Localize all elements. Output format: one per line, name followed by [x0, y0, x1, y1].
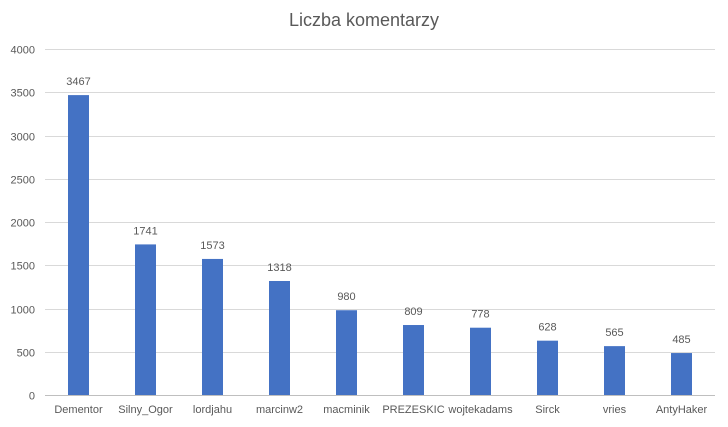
bar	[604, 346, 625, 395]
data-label: 980	[337, 291, 355, 303]
bar	[269, 280, 290, 395]
data-label: 3467	[66, 76, 90, 88]
data-label: 628	[538, 322, 556, 334]
chart-title: Liczba komentarzy	[288, 10, 440, 30]
data-label: 1741	[133, 225, 157, 237]
bar	[537, 340, 558, 395]
y-tick-label: 500	[17, 348, 35, 360]
bar	[336, 310, 357, 395]
category-label: wojtekadams	[447, 404, 513, 416]
y-tick-label: 3500	[11, 88, 35, 100]
bar	[135, 244, 156, 395]
data-label: 809	[404, 306, 422, 318]
data-labels: 3467 1741 1573 1318 980 809 778 628 565 485	[66, 76, 690, 346]
bar	[470, 327, 491, 395]
y-tick-label: 2000	[11, 218, 35, 230]
gridlines	[45, 49, 715, 396]
y-tick-label: 3000	[11, 132, 35, 144]
data-label: 778	[471, 309, 489, 321]
y-tick-label: 2500	[11, 175, 35, 187]
bars	[68, 95, 692, 396]
bar	[403, 325, 424, 395]
y-tick-label: 0	[29, 391, 35, 403]
x-axis-categories: Dementor Silny_Ogor lordjahu marcinw2 macmin…	[54, 404, 707, 416]
y-tick-label: 4000	[11, 45, 35, 57]
category-label: AntyHaker	[656, 404, 708, 416]
data-label: 485	[672, 334, 690, 346]
category-label: PREZESKIC	[382, 404, 444, 416]
y-tick-label: 1500	[11, 261, 35, 273]
data-label: 565	[605, 327, 623, 339]
category-label: lordjahu	[193, 404, 232, 416]
data-label: 1573	[200, 240, 224, 252]
category-label: vries	[603, 404, 627, 416]
category-label: Dementor	[54, 404, 103, 416]
bar	[671, 353, 692, 395]
category-label: macminik	[323, 404, 370, 416]
bar	[68, 95, 89, 396]
y-axis-ticks: 0 500 1000 1500 2000 2500 3000 3500 4000	[11, 45, 35, 403]
category-label: Silny_Ogor	[118, 404, 173, 416]
y-tick-label: 1000	[11, 305, 35, 317]
bar	[202, 258, 223, 395]
category-label: marcinw2	[256, 404, 303, 416]
data-label: 1318	[267, 262, 291, 274]
category-label: Sirck	[535, 404, 560, 416]
